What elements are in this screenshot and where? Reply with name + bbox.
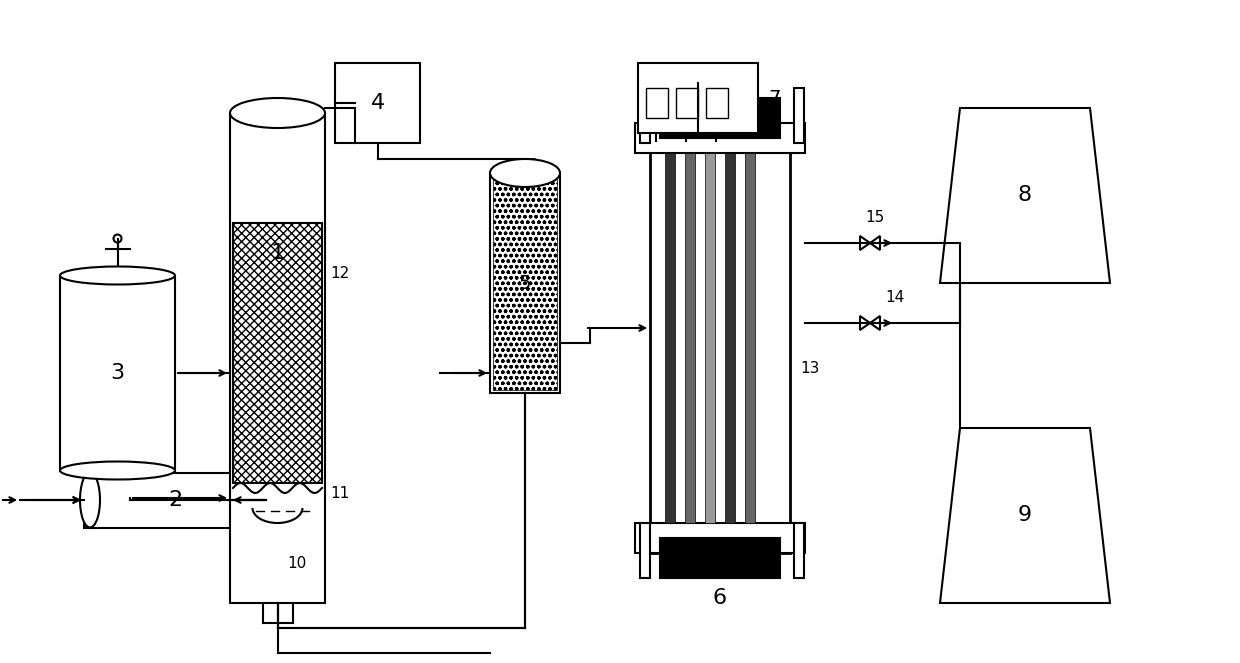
Polygon shape bbox=[940, 428, 1110, 603]
Text: 8: 8 bbox=[1018, 185, 1032, 205]
Bar bbox=[639, 63, 758, 133]
Ellipse shape bbox=[81, 473, 100, 528]
Bar bbox=[84, 473, 91, 528]
Circle shape bbox=[114, 235, 122, 243]
Polygon shape bbox=[861, 316, 880, 330]
Bar bbox=[60, 276, 175, 471]
Polygon shape bbox=[940, 108, 1110, 283]
Polygon shape bbox=[861, 236, 880, 250]
Bar bbox=[260, 473, 267, 528]
Text: 9: 9 bbox=[1018, 505, 1032, 525]
Bar bbox=[676, 88, 698, 118]
Ellipse shape bbox=[229, 98, 325, 128]
Ellipse shape bbox=[60, 267, 175, 284]
Bar bbox=[650, 123, 790, 553]
Text: 2: 2 bbox=[167, 490, 182, 510]
Bar bbox=[233, 223, 322, 483]
Text: 7: 7 bbox=[768, 88, 780, 107]
Bar bbox=[745, 153, 755, 523]
Text: 4: 4 bbox=[371, 93, 384, 113]
Ellipse shape bbox=[490, 159, 560, 187]
Bar bbox=[490, 173, 560, 393]
Bar bbox=[684, 153, 694, 523]
Bar bbox=[335, 63, 420, 143]
Bar bbox=[640, 523, 650, 578]
Text: 1: 1 bbox=[270, 243, 284, 263]
Bar bbox=[706, 88, 728, 118]
Text: 14: 14 bbox=[885, 290, 904, 305]
Text: 10: 10 bbox=[288, 556, 306, 570]
Bar bbox=[229, 113, 325, 603]
Text: 12: 12 bbox=[330, 265, 350, 280]
Text: 6: 6 bbox=[713, 588, 727, 608]
Bar bbox=[635, 123, 805, 153]
Bar bbox=[640, 88, 650, 143]
Ellipse shape bbox=[60, 461, 175, 479]
Text: 3: 3 bbox=[110, 363, 124, 383]
Bar bbox=[660, 98, 780, 138]
Bar bbox=[665, 153, 675, 523]
Text: 11: 11 bbox=[330, 485, 350, 501]
Bar bbox=[794, 523, 804, 578]
Bar bbox=[646, 88, 668, 118]
Bar bbox=[91, 473, 260, 528]
Circle shape bbox=[284, 99, 291, 107]
Circle shape bbox=[529, 159, 537, 167]
Bar bbox=[725, 153, 735, 523]
Text: 15: 15 bbox=[866, 210, 884, 225]
Bar bbox=[635, 523, 805, 553]
Bar bbox=[660, 538, 780, 578]
Text: 13: 13 bbox=[800, 361, 820, 375]
Bar bbox=[794, 88, 804, 143]
Text: 5: 5 bbox=[518, 274, 531, 292]
Ellipse shape bbox=[250, 473, 270, 528]
Bar bbox=[494, 176, 557, 390]
Bar bbox=[706, 153, 715, 523]
